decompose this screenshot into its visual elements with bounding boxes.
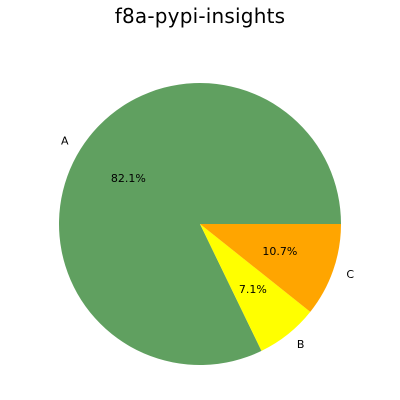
pie-slice-a xyxy=(59,83,341,366)
slice-label-a: A xyxy=(61,135,69,148)
percent-label-a: 82.1% xyxy=(111,172,146,185)
slice-label-c: C xyxy=(346,268,354,281)
percent-label-c: 10.7% xyxy=(262,245,297,258)
slice-label-b: B xyxy=(297,338,305,351)
pie-slice-b xyxy=(200,224,311,351)
pie-slice-c xyxy=(200,224,342,312)
chart-title: f8a-pypi-insights xyxy=(114,4,286,28)
percent-label-b: 7.1% xyxy=(239,283,267,296)
